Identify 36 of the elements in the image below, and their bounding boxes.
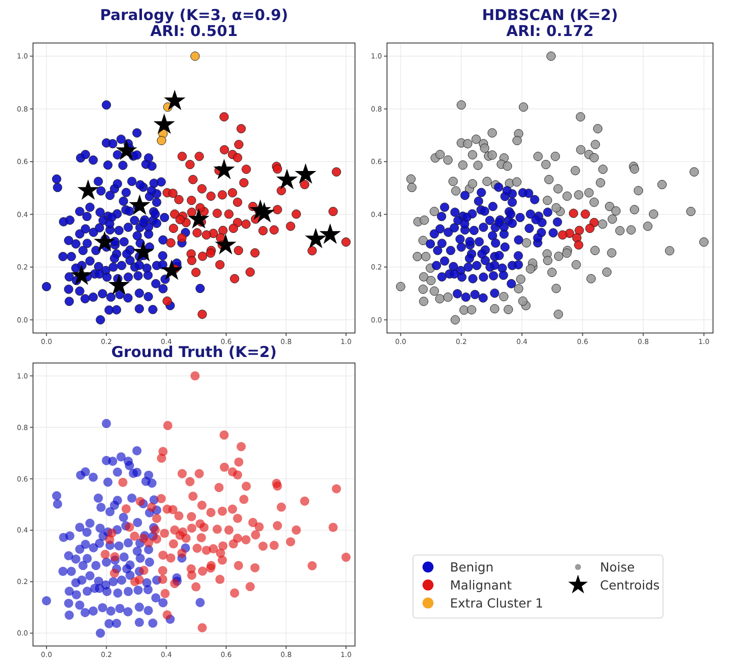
point xyxy=(306,228,326,248)
point xyxy=(78,180,98,200)
point xyxy=(215,234,236,254)
point xyxy=(164,90,185,110)
legend-label: Extra Cluster 1 xyxy=(450,596,544,610)
point xyxy=(188,208,209,228)
point xyxy=(214,159,234,179)
point xyxy=(320,224,340,244)
point xyxy=(156,136,166,146)
point xyxy=(94,232,115,251)
point xyxy=(574,226,584,236)
chart-subtitle: ARI: 0.172 xyxy=(506,22,594,40)
point xyxy=(580,209,590,219)
legend-label: Noise xyxy=(600,560,635,574)
chart-title: Ground Truth (K=2) xyxy=(111,343,277,361)
point xyxy=(162,260,182,280)
point xyxy=(154,114,174,134)
point xyxy=(295,164,316,184)
chart-subtitle: ARI: 0.501 xyxy=(150,22,238,40)
point xyxy=(190,52,200,61)
point xyxy=(276,169,298,189)
legend-label: Benign xyxy=(450,560,494,574)
point xyxy=(574,240,584,250)
point xyxy=(130,195,150,214)
point xyxy=(254,202,274,222)
point xyxy=(116,140,137,160)
chart-title: Paralogy (K=3, α=0.9) xyxy=(100,6,288,24)
legend-label: Centroids xyxy=(600,578,660,592)
point xyxy=(568,208,578,218)
point xyxy=(585,224,595,233)
chart-title: HDBSCAN (K=2) xyxy=(482,6,618,24)
legend-label: Malignant xyxy=(450,578,512,592)
point xyxy=(133,242,154,261)
point xyxy=(108,274,130,294)
point xyxy=(558,230,568,240)
point xyxy=(71,265,92,284)
